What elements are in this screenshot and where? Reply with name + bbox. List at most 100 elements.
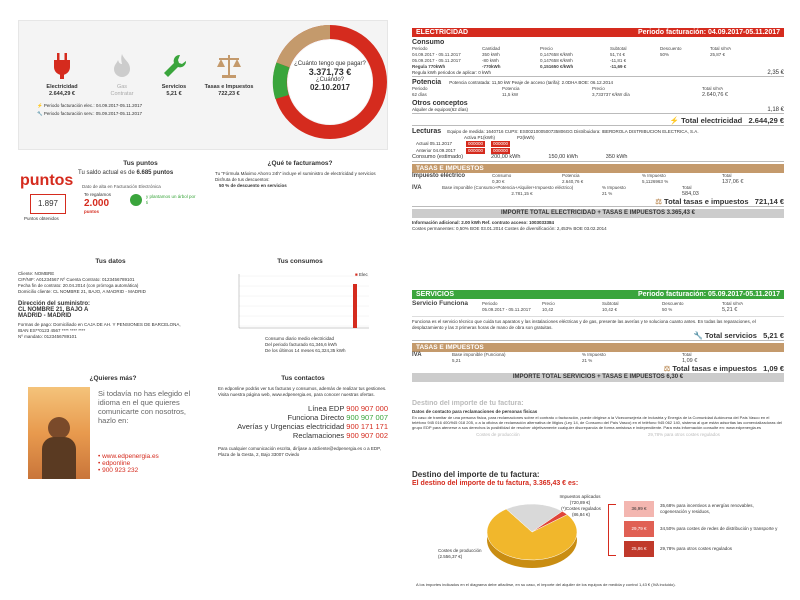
ie-table: Impuesto eléctrico Consumo Potencia % Impue… <box>412 173 784 185</box>
pie-slice-regulados <box>531 510 568 533</box>
destino-row: 36,99 € 35,68% para incentivos a energía… <box>624 500 782 518</box>
summary-item-servicios: Servicios 5,21 € <box>149 53 199 98</box>
puntos-subtitle: Dato de alta en Facturación Electrónica <box>82 184 161 189</box>
destino-box: 36,99 € <box>624 501 654 517</box>
summary-value: 722,23 € <box>218 91 240 97</box>
donut-question: ¿Cuánto tengo que pagar? <box>294 61 366 67</box>
summary-label: Electricidad <box>46 84 78 90</box>
lecturas-anterior: Anterior 04.09.2017 000000 000000 <box>416 148 511 154</box>
summary-panel: Electricidad 2.644,29 € Gas Contratar Se… <box>18 20 388 150</box>
servicios-table: Servicio Funciona Periodo Precio Subtotal De… <box>412 300 784 313</box>
cell: 3,733737 €/kW día <box>592 92 630 97</box>
period-elec: ⚡ Periodo facturación elec.: 04.09.2017-… <box>37 103 143 108</box>
cell: 5,21 <box>452 358 461 363</box>
summary-value: 2.644,29 € <box>49 91 75 97</box>
bracket-line <box>608 504 616 556</box>
info-line-1: Información adicional: 2.00 kWh Ref. con… <box>412 220 555 225</box>
servicios-panel: SERVICIOS Periodo facturación: 05.09.2017… <box>412 290 784 394</box>
puntos-panel: Tus puntos Tu saldo actual es de 6.685 p… <box>18 160 203 245</box>
destino-pie <box>486 503 578 568</box>
contact-row-funciona[interactable]: Funciona Directo 900 907 007 <box>287 413 388 422</box>
cell: 51,74 € <box>610 52 626 57</box>
cell: -11,81 € <box>610 58 627 63</box>
puntos-title: Tus puntos <box>123 160 158 167</box>
supply-line-1: CL NOMBRE 21, BAJO A <box>18 307 89 313</box>
contact-row-linea[interactable]: Línea EDP 900 907 000 <box>308 404 388 413</box>
facturamos-title: ¿Qué te facturamos? <box>267 160 333 167</box>
cell: 05.09.2017 - 05.11.2017 <box>412 58 461 63</box>
link-online[interactable]: • edponline <box>98 460 131 467</box>
destino-subtitle: El destino del importe de tu factura, 3.… <box>412 480 579 487</box>
info-line-2: Costes permanentes: 0,50% BOE 03.01.2014… <box>412 226 607 231</box>
summary-item-gas[interactable]: Gas Contratar <box>97 53 147 98</box>
reclamaciones-title: Datos de contacto para reclamaciones de … <box>412 409 538 414</box>
grand-total-electricidad: IMPORTE TOTAL ELECTRICIDAD + TASAS E IMP… <box>412 209 784 218</box>
lecturas-head: Activa P1(kWh) P2(kWh) <box>464 135 535 140</box>
datos-lines: Cliente: NOMBRE CIF/NIF: A01234567 Nº Cu… <box>18 271 203 295</box>
pay-line: Formas de pago: Domiciliado en CAJA DE A… <box>18 322 181 327</box>
consumos-caption: Consumo diario medio electricidad Del pe… <box>265 336 346 354</box>
col-head: Descuento <box>660 46 682 51</box>
destino-rows: 36,99 € 35,68% para incentivos a energía… <box>624 500 782 558</box>
promo-number: 2.000 <box>84 198 110 209</box>
col-head: Subtotal <box>602 301 619 306</box>
row-title: IVA <box>412 352 422 358</box>
servicios-desc: Funciona es el servicio técnico que cuid… <box>412 316 784 331</box>
col-head: Cantidad <box>482 46 501 51</box>
total-servicios: 🔧 Total servicios 5,21 € <box>412 331 784 341</box>
iva-table: IVA Base imponible (Consumo+Potencia+Alqu… <box>412 185 784 197</box>
destino-text: 34,50% para costes de redes de distribuc… <box>660 526 778 531</box>
summary-value: 5,21 € <box>166 91 182 97</box>
donut-date: 02.10.2017 <box>309 83 351 92</box>
consumos-chart <box>238 274 369 329</box>
cell <box>710 64 770 70</box>
consumos-panel: Tus consumos ■ Elec Consumo diario medio… <box>215 258 385 368</box>
col-head: Periodo <box>412 86 428 91</box>
col-head: Potencia <box>502 86 520 91</box>
destino-panel: Destino del importe de tu factura: El de… <box>412 470 784 595</box>
donut-when: ¿Cuándo? <box>315 77 345 83</box>
puntos-balance: Tu saldo actual es de 6.685 puntos <box>78 170 174 176</box>
facturamos-text3: 50 % de descuento en servicios <box>219 183 287 188</box>
puntos-logo: puntos <box>20 172 74 189</box>
cell: 10,42 € <box>602 307 618 312</box>
cell: 50% <box>660 52 670 57</box>
destino-title: Destino del importe de tu factura: <box>412 470 540 479</box>
cell: 1,09 € <box>682 358 698 364</box>
cell: 0,151650 €/kWh <box>540 64 574 69</box>
col-head: Precio <box>592 86 605 91</box>
photo-image <box>28 387 90 479</box>
col-head: Base imponible (Consumo+Potencia+Alquile… <box>442 185 574 190</box>
caption-line: De los últimos 14 meses 61,324,35 kWh <box>265 348 346 353</box>
cell: 2.781,15 € <box>511 191 533 196</box>
quieres-slogan: Si todavía no has elegido el idioma en e… <box>98 389 191 425</box>
destino-box: 29,79 € <box>624 521 654 537</box>
contactos-intro: En edponline podrás ver tus facturas y c… <box>218 386 387 397</box>
link-phone[interactable]: • 900 923 232 <box>98 467 139 474</box>
summary-label: Servicios <box>161 84 187 90</box>
summary-item-electricidad: Electricidad 2.644,29 € <box>37 53 87 98</box>
contact-row-averias[interactable]: Averías y Urgencias electricidad 900 171… <box>237 422 388 431</box>
col-head: Total s/IVA <box>702 86 724 91</box>
cell: Regula 770kWh <box>412 64 446 69</box>
servicios-header: SERVICIOS Periodo facturación: 05.09.2017… <box>412 290 784 299</box>
link-web[interactable]: • www.edpenergia.es <box>98 453 159 460</box>
datos-line: Domicilio cliente: CL NOMBRE 21, BAJO, A… <box>18 289 146 294</box>
contactos-title: Tus contactos <box>281 375 325 382</box>
puntos-box-label: Puntos obtenidos <box>24 216 59 221</box>
summary-value: Contratar <box>110 91 134 97</box>
pay-line: Nº mandato: 0123456789101 <box>18 334 77 339</box>
payment-donut <box>272 25 387 139</box>
facturamos-text2: Disfruta de tus descuentos: <box>215 177 270 182</box>
cell: 350 kWh <box>482 52 500 57</box>
potencia-table: Periodo Potencia Precio Total s/IVA 62 días… <box>412 86 784 98</box>
consumos-legend: ■ Elec <box>355 272 368 277</box>
scales-icon <box>217 55 241 78</box>
supply-line-2: MADRID - MADRID <box>18 313 72 319</box>
cell: 25,87 € <box>710 52 726 57</box>
electricidad-panel: ELECTRICIDAD Periodo facturación: 04.09.2… <box>412 28 784 280</box>
contact-row-reclamaciones[interactable]: Reclamaciones 900 907 002 <box>292 431 388 440</box>
flame-icon <box>114 54 130 77</box>
promo-unit: puntos <box>84 209 99 214</box>
summary-item-tasas: Tasas e Impuestos 722,23 € <box>197 53 261 98</box>
